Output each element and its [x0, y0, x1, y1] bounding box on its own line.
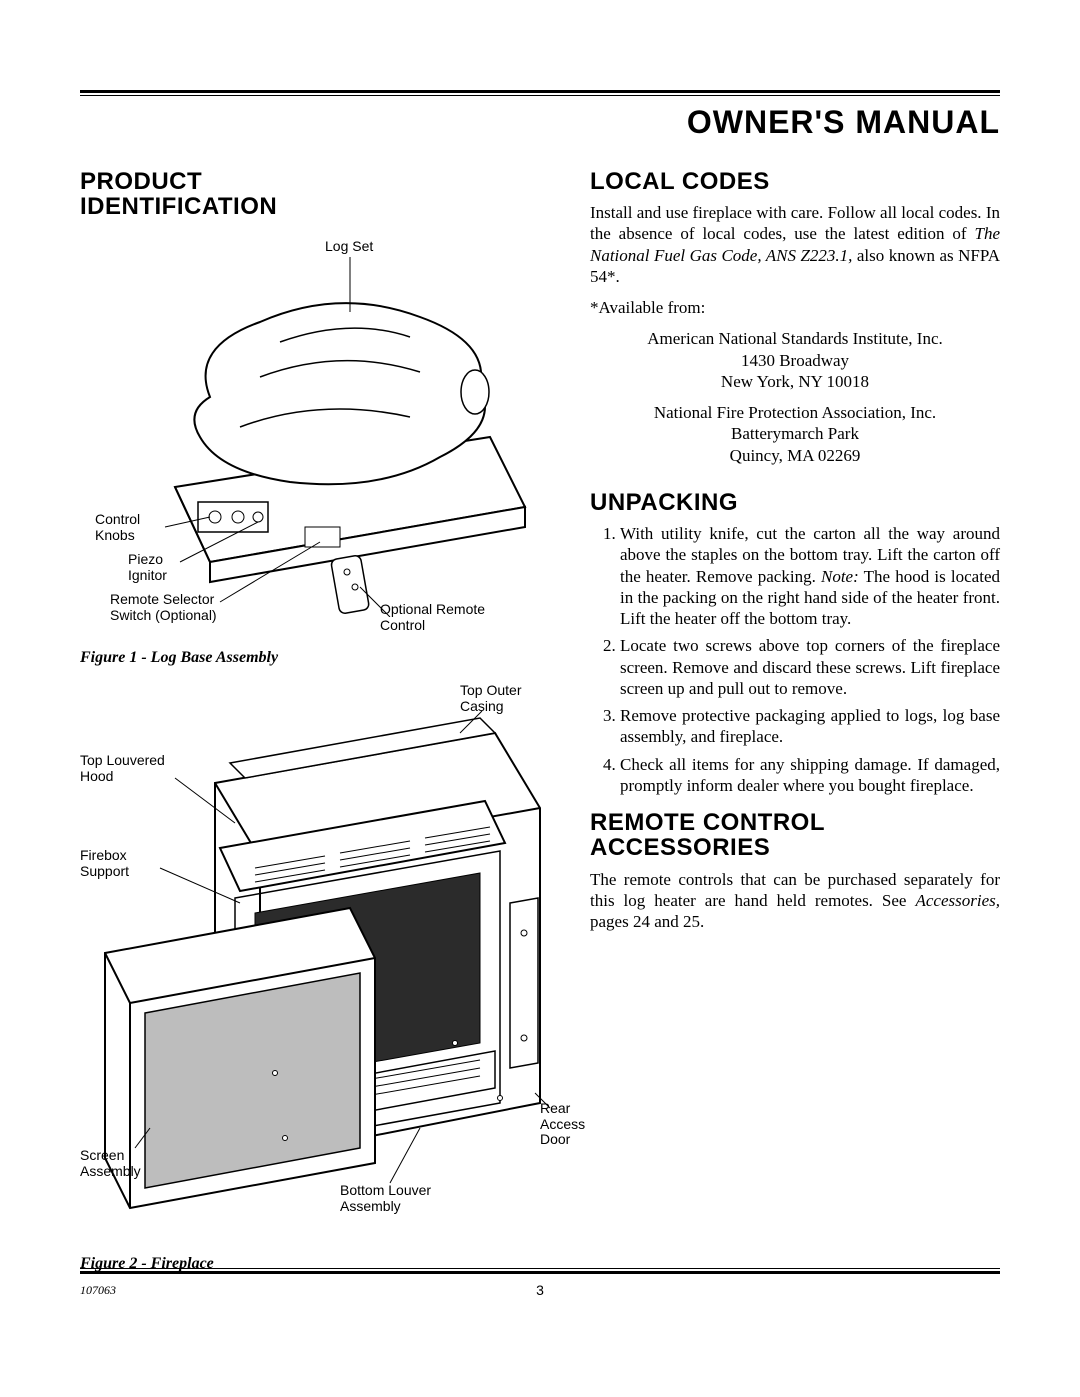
label-optional-remote: Optional Remote Control: [380, 602, 485, 633]
label-piezo-ignitor: Piezo Ignitor: [128, 552, 167, 583]
local-codes-text: Install and use fireplace with care. Fol…: [590, 202, 1000, 318]
label-rear-access-door: Rear Access Door: [540, 1101, 585, 1147]
remote-accessories-text: The remote controls that can be purchase…: [590, 869, 1000, 933]
unpacking-item-1: With utility knife, cut the carton all t…: [620, 523, 1000, 629]
address-nfpa: National Fire Protection Association, In…: [590, 402, 1000, 466]
heading-unpacking: UNPACKING: [590, 490, 1000, 515]
page-number: 3: [80, 1282, 1000, 1298]
unpacking-item-2: Locate two screws above top corners of t…: [620, 635, 1000, 699]
remote-para-b: pages 24 and 25.: [590, 912, 704, 931]
label-log-set: Log Set: [325, 239, 373, 254]
address-ansi: American National Standards Institute, I…: [590, 328, 1000, 392]
heading-product-identification: PRODUCT IDENTIFICATION: [80, 169, 560, 219]
label-top-outer-casing: Top Outer Casing: [460, 683, 521, 714]
top-rule: [80, 90, 1000, 96]
unpacking-item-4: Check all items for any shipping damage.…: [620, 754, 1000, 797]
local-codes-avail: *Available from:: [590, 297, 1000, 318]
label-firebox-support: Firebox Support: [80, 848, 129, 879]
label-control-knobs: Control Knobs: [95, 512, 140, 543]
document-number: 107063: [80, 1283, 116, 1298]
label-top-louvered-hood: Top Louvered Hood: [80, 753, 165, 784]
label-screen-assembly: Screen Assembly: [80, 1148, 141, 1179]
heading-remote-accessories: REMOTE CONTROL ACCESSORIES: [590, 810, 1000, 860]
heading-local-codes: LOCAL CODES: [590, 169, 1000, 194]
figure-2: Top Outer Casing Top Louvered Hood Fireb…: [80, 673, 560, 1253]
bottom-rule: [80, 1268, 1000, 1274]
unpacking-item-3: Remove protective packaging applied to l…: [620, 705, 1000, 748]
remote-para-ital: Accessories,: [915, 891, 1000, 910]
unpacking-list: With utility knife, cut the carton all t…: [590, 523, 1000, 796]
figure-1: Log Set Control Knobs Piezo Ignitor Remo…: [80, 227, 560, 647]
document-title: OWNER'S MANUAL: [80, 104, 1000, 141]
label-bottom-louver: Bottom Louver Assembly: [340, 1183, 431, 1214]
local-codes-para-a: Install and use fireplace with care. Fol…: [590, 203, 1000, 243]
figure-1-caption: Figure 1 - Log Base Assembly: [80, 649, 560, 667]
label-remote-selector: Remote Selector Switch (Optional): [110, 592, 217, 623]
